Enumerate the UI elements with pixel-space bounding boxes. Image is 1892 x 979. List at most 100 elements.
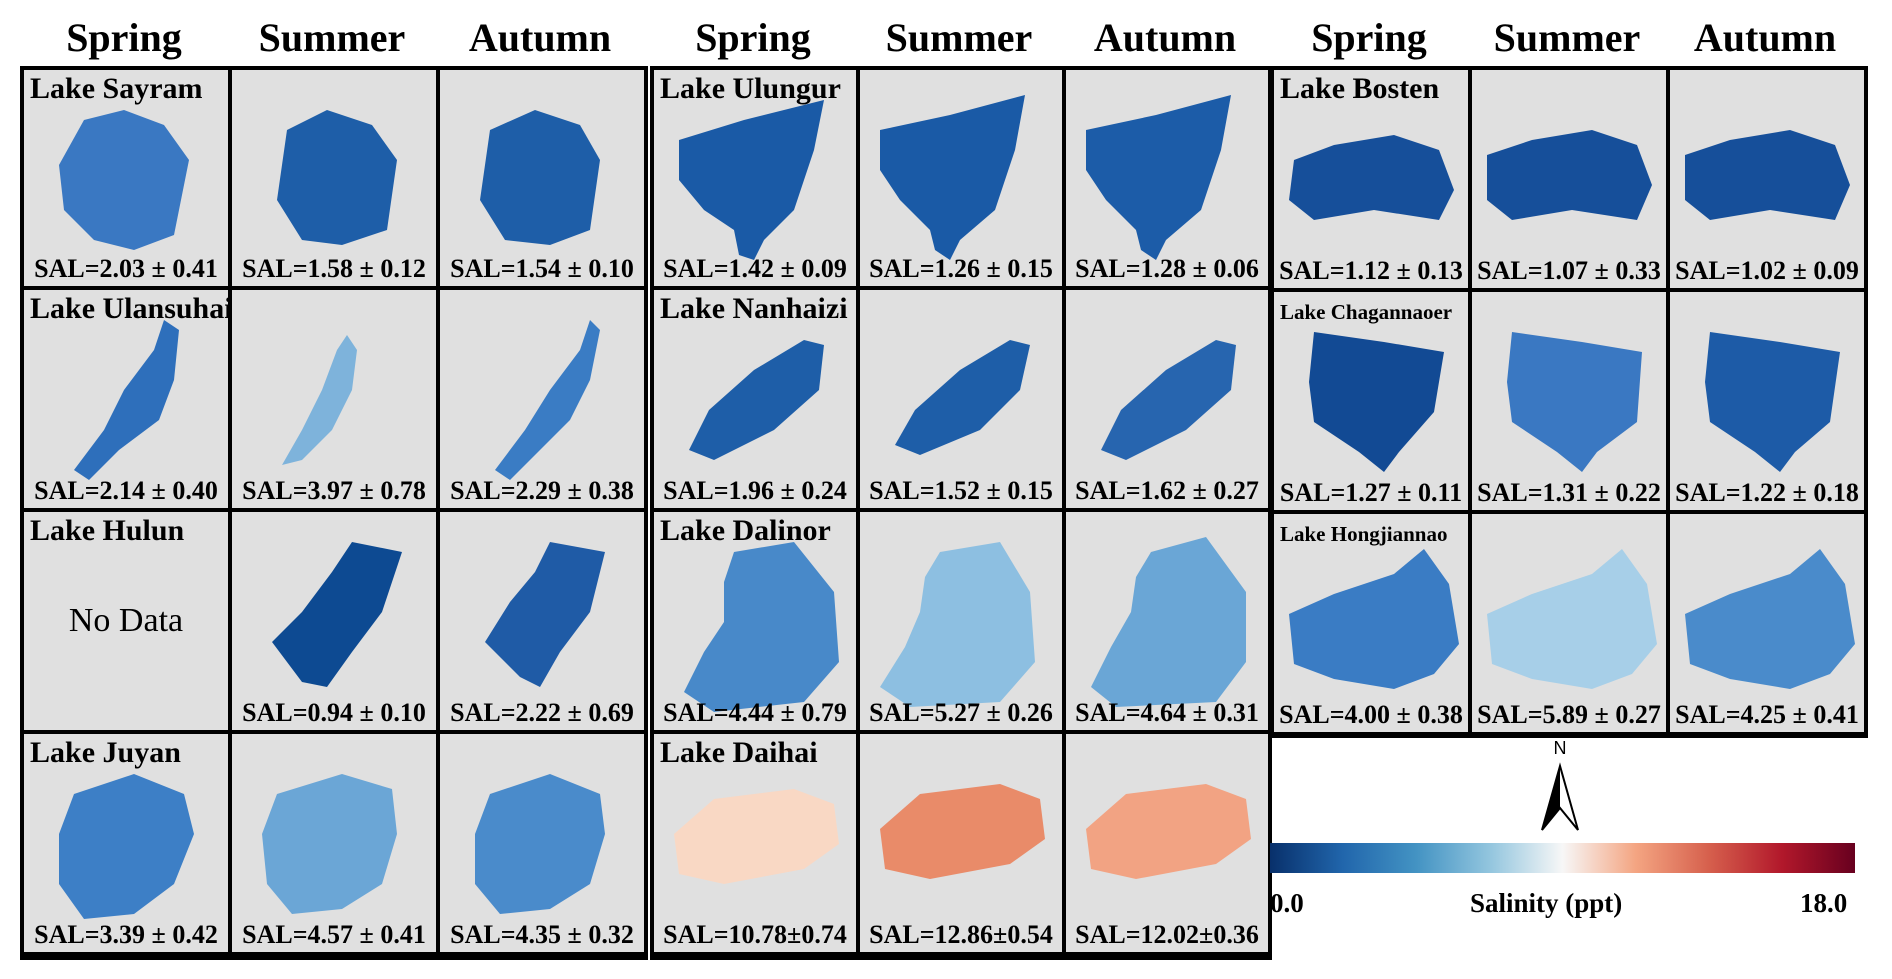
salinity-value: SAL=1.52 ± 0.15	[869, 476, 1053, 505]
north-label: N	[1554, 738, 1567, 758]
salinity-value: SAL=1.96 ± 0.24	[663, 476, 847, 505]
header-autumn: Autumn	[1093, 14, 1237, 60]
north-arrow-icon: N	[1541, 738, 1579, 831]
header-autumn: Autumn	[468, 14, 612, 60]
lake-map	[475, 774, 605, 914]
salinity-value: SAL=0.94 ± 0.10	[242, 698, 426, 727]
salinity-value: SAL=1.54 ± 0.10	[450, 254, 634, 283]
lake-map	[1685, 130, 1850, 220]
lake-name: Lake Juyan	[30, 736, 181, 769]
lake-cell: SAL=1.07 ± 0.33	[1470, 68, 1668, 290]
salinity-value: SAL=2.14 ± 0.40	[34, 476, 218, 505]
lake-cell: SAL=5.89 ± 0.27	[1470, 512, 1668, 734]
lake-cell: Lake Hongjiannao SAL=4.00 ± 0.38	[1272, 512, 1470, 734]
salinity-value: SAL=4.57 ± 0.41	[242, 920, 426, 949]
lake-map	[1309, 332, 1444, 472]
panel-middle: Lake Ulungur SAL=1.42 ± 0.09 SAL=1.26 ± …	[650, 66, 1272, 960]
salinity-value: SAL=5.27 ± 0.26	[869, 698, 1053, 727]
lake-map	[674, 789, 839, 884]
lake-name: Lake Dalinor	[660, 514, 831, 547]
salinity-value: SAL=1.28 ± 0.06	[1075, 254, 1259, 283]
lake-cell: SAL=1.52 ± 0.15	[858, 288, 1064, 510]
lake-map	[1086, 95, 1231, 260]
colorbar-title: Salinity (ppt)	[1470, 888, 1623, 918]
lake-map	[689, 340, 824, 460]
lake-cell: SAL=1.31 ± 0.22	[1470, 290, 1668, 512]
lake-map	[480, 110, 600, 245]
lake-map	[684, 542, 839, 712]
lake-cell: SAL=1.22 ± 0.18	[1668, 290, 1866, 512]
header-spring: Spring	[66, 14, 182, 60]
lake-map	[262, 774, 397, 914]
lake-cell: SAL=1.54 ± 0.10	[438, 68, 646, 288]
colorbar-max-label: 18.0	[1800, 888, 1848, 918]
lake-cell: Lake Ulungur SAL=1.42 ± 0.09	[652, 68, 858, 288]
header-summer: Summer	[1493, 14, 1641, 60]
lake-map	[1705, 332, 1840, 472]
salinity-value: SAL=2.29 ± 0.38	[450, 476, 634, 505]
salinity-value: SAL=3.39 ± 0.42	[34, 920, 218, 949]
colorbar-gradient	[1270, 843, 1855, 873]
lake-cell: SAL=0.94 ± 0.10	[230, 510, 438, 732]
lake-cell: SAL=4.25 ± 0.41	[1668, 512, 1866, 734]
panel-left: Lake Sayram SAL=2.03 ± 0.41 SAL=1.58 ± 0…	[20, 66, 648, 960]
header-autumn: Autumn	[1693, 14, 1837, 60]
lake-map	[1091, 537, 1246, 707]
salinity-value: SAL=4.35 ± 0.32	[450, 920, 634, 949]
lake-map	[1507, 332, 1642, 472]
lake-map	[74, 320, 179, 480]
lake-map	[1289, 549, 1459, 689]
salinity-value: SAL=2.22 ± 0.69	[450, 698, 634, 727]
lake-map	[485, 542, 605, 687]
salinity-value: SAL=1.31 ± 0.22	[1477, 478, 1661, 507]
lake-cell: Lake Chagannaoer SAL=1.27 ± 0.11	[1272, 290, 1470, 512]
salinity-value: SAL=4.64 ± 0.31	[1075, 698, 1259, 727]
lake-cell: SAL=12.86±0.54	[858, 732, 1064, 954]
lake-name: Lake Ulungur	[660, 72, 841, 105]
lake-map	[1086, 784, 1251, 879]
lake-map	[1487, 130, 1652, 220]
salinity-value: SAL=10.78±0.74	[663, 920, 847, 949]
lake-map	[880, 542, 1035, 707]
lake-map	[282, 335, 357, 465]
lake-cell: Lake Dalinor SAL=4.44 ± 0.79	[652, 510, 858, 732]
panel-right: Lake Bosten SAL=1.12 ± 0.13 SAL=1.07 ± 0…	[1270, 66, 1868, 738]
lake-cell: SAL=4.64 ± 0.31	[1064, 510, 1270, 732]
salinity-value: SAL=1.42 ± 0.09	[663, 254, 847, 283]
lake-cell: SAL=1.02 ± 0.09	[1668, 68, 1866, 290]
lake-map	[880, 95, 1025, 260]
salinity-value: SAL=4.44 ± 0.79	[663, 698, 847, 727]
salinity-value: SAL=1.07 ± 0.33	[1477, 256, 1661, 285]
salinity-value: SAL=2.03 ± 0.41	[34, 254, 218, 283]
lake-map	[1289, 135, 1454, 220]
lake-cell: SAL=4.35 ± 0.32	[438, 732, 646, 954]
salinity-value: SAL=1.26 ± 0.15	[869, 254, 1053, 283]
lake-cell: SAL=5.27 ± 0.26	[858, 510, 1064, 732]
salinity-value: SAL=12.02±0.36	[1075, 920, 1259, 949]
salinity-value: SAL=1.27 ± 0.11	[1279, 478, 1463, 507]
lake-cell: Lake Ulansuhai SAL=2.14 ± 0.40	[22, 288, 230, 510]
lake-name: Lake Sayram	[30, 72, 203, 105]
lake-name: Lake Daihai	[660, 736, 818, 769]
lake-name: Lake Hulun	[30, 514, 185, 547]
lake-cell: SAL=1.28 ± 0.06	[1064, 68, 1270, 288]
lake-map	[277, 110, 397, 245]
salinity-value: SAL=1.02 ± 0.09	[1675, 256, 1859, 285]
no-data-label: No Data	[68, 602, 184, 639]
colorbar	[1270, 843, 1855, 873]
header-summer: Summer	[258, 14, 406, 60]
lake-map	[272, 542, 402, 687]
lake-map	[880, 784, 1045, 879]
salinity-value: SAL=5.89 ± 0.27	[1477, 700, 1661, 729]
salinity-value: SAL=1.22 ± 0.18	[1675, 478, 1859, 507]
lake-cell: SAL=2.22 ± 0.69	[438, 510, 646, 732]
lake-map	[1487, 549, 1657, 689]
lake-map	[59, 110, 189, 250]
lake-cell: Lake Sayram SAL=2.03 ± 0.41	[22, 68, 230, 288]
lake-cell: SAL=1.58 ± 0.12	[230, 68, 438, 288]
lake-cell: Lake Hulun No Data	[22, 510, 230, 732]
lake-map	[679, 100, 824, 260]
salinity-value: SAL=1.58 ± 0.12	[242, 254, 426, 283]
lake-cell: SAL=1.26 ± 0.15	[858, 68, 1064, 288]
lake-name: Lake Hongjiannao	[1280, 522, 1448, 546]
